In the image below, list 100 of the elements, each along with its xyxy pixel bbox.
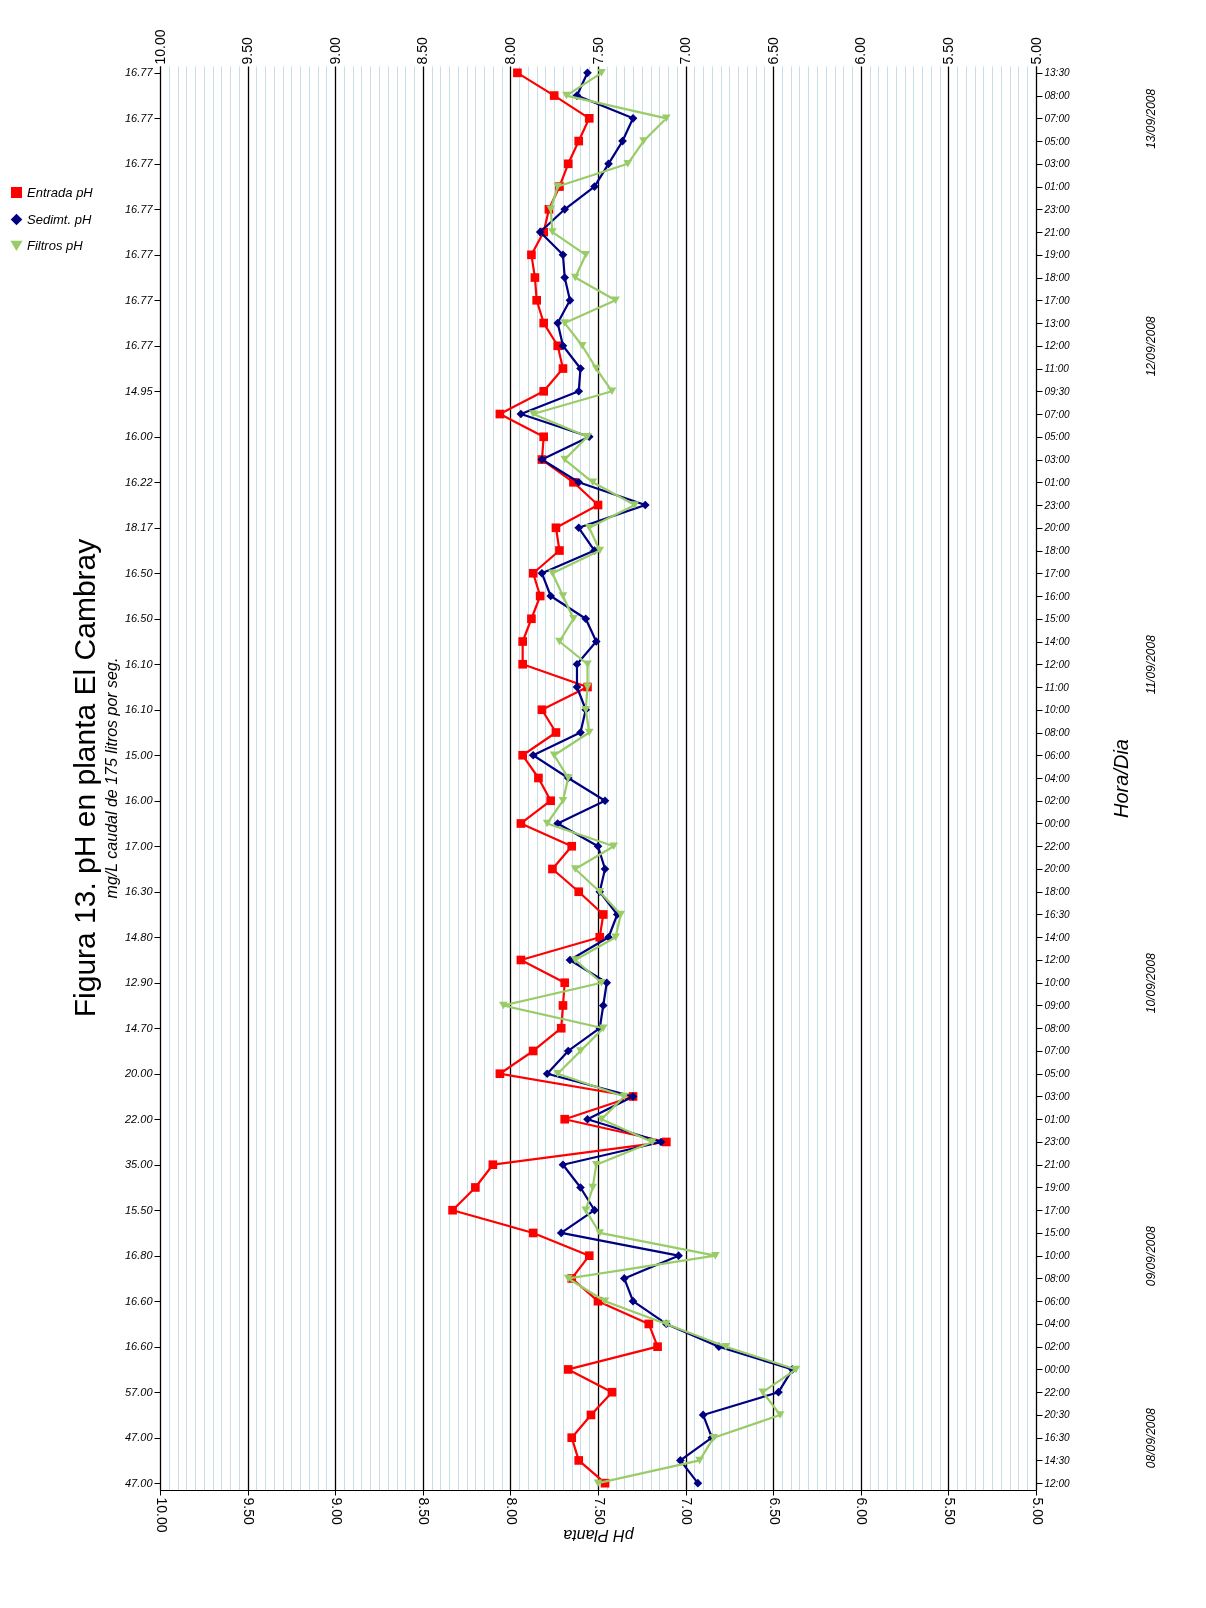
y2-tick-label: 17.00 (124, 839, 154, 852)
x2-tick-label: 6.50 (766, 1497, 783, 1525)
y-axis-title: Hora/Dia (1109, 739, 1132, 818)
y2-tick-label: 16.22 (124, 475, 153, 488)
y2-tick-label: 14.95 (124, 384, 154, 397)
y-tick-label: 10:00 (1044, 977, 1070, 989)
y2-tick-label: 57.00 (124, 1385, 154, 1398)
y-tick-label: 08:00 (1044, 727, 1070, 738)
y-tick-label: 05:00 (1044, 135, 1070, 147)
y-tick-label: 15:00 (1044, 1227, 1070, 1239)
x-tick-label: 7.00 (677, 37, 694, 65)
y-tick-label: 18:00 (1044, 886, 1070, 898)
y-tick-label: 16:30 (1044, 908, 1070, 920)
y2-tick-label: 15.50 (124, 1203, 154, 1216)
x2-tick-label: 10.00 (153, 1497, 170, 1533)
legend-label: Filtros pH (27, 237, 84, 253)
y-tick-label: 02:00 (1044, 795, 1070, 807)
text: 10/09/2008 (1143, 952, 1158, 1014)
y-tick-label: 00:00 (1044, 1363, 1070, 1375)
y-tick-label: 12:00 (1044, 954, 1070, 966)
y-tick-label: 08:00 (1044, 1272, 1070, 1284)
text: 09/09/2008 (1143, 1225, 1158, 1287)
y2-tick-label: 16.77 (124, 111, 154, 124)
text: Figura 13. pH en planta El Cambray (68, 538, 101, 1018)
y-tick-label: 04:00 (1044, 1318, 1070, 1330)
x2-tick-label: 5.50 (941, 1497, 958, 1525)
x2-tick-label: 9.00 (328, 1497, 345, 1525)
text: 08/09/2008 (1143, 1407, 1158, 1469)
x2-tick-label: 9.50 (241, 1497, 258, 1525)
y-tick-label: 03:00 (1044, 158, 1070, 170)
y2-tick-label: 16.80 (124, 1249, 154, 1262)
text: 12/09/2008 (1143, 315, 1158, 377)
y2-tick-label: 16.50 (124, 612, 154, 625)
y2-tick-label: 16.00 (124, 430, 154, 443)
y-tick-label: 08:00 (1044, 1022, 1070, 1034)
legend-label: Entrada pH (27, 184, 94, 200)
y-tick-label: 03:00 (1044, 1090, 1070, 1102)
x-tick-label: 5.50 (939, 37, 956, 65)
x2-tick-label: 7.50 (591, 1497, 608, 1525)
y-tick-label: 20:00 (1043, 863, 1070, 875)
y-tick-label: 10:00 (1044, 1250, 1070, 1262)
y-tick-label: 12:00 (1044, 340, 1070, 352)
y-tick-label: 12:00 (1044, 1477, 1070, 1489)
y-tick-label: 21:00 (1043, 1159, 1070, 1171)
y-tick-label: 21:00 (1043, 226, 1070, 238)
y-tick-label: 09:00 (1044, 999, 1070, 1011)
x-tick-label: 7.50 (589, 37, 606, 65)
y-tick-label: 23:00 (1043, 1136, 1070, 1148)
text: 11/09/2008 (1143, 634, 1158, 695)
y-tick-label: 19:00 (1044, 1181, 1070, 1193)
x-tick-label: 10.00 (151, 29, 168, 65)
y-tick-label: 14:00 (1044, 931, 1070, 943)
x-tick-label: 6.00 (852, 37, 869, 65)
y-tick-label: 22:00 (1043, 840, 1070, 852)
y2-tick-label: 18.17 (124, 521, 154, 534)
x-tick-label: 8.00 (501, 37, 518, 65)
y-tick-label: 17:00 (1044, 294, 1070, 306)
y-tick-label: 23:00 (1043, 203, 1070, 215)
y2-tick-label: 16.77 (124, 202, 154, 215)
y2-tick-label: 47.00 (124, 1476, 154, 1489)
y-tick-label: 18:00 (1044, 272, 1070, 284)
y2-tick-label: 16.10 (124, 657, 154, 670)
y-tick-label: 05:00 (1044, 431, 1070, 443)
text: mg/L caudal de 175 litros por seg. (103, 657, 120, 899)
y2-tick-label: 14.80 (124, 930, 154, 943)
y2-tick-label: 16.60 (124, 1340, 154, 1353)
y-tick-label: 11:00 (1044, 681, 1070, 693)
y2-tick-label: 16.77 (124, 339, 154, 352)
y-tick-label: 14:00 (1044, 636, 1070, 648)
x2-tick-label: 8.00 (503, 1497, 520, 1525)
y2-tick-label: 16.77 (124, 248, 154, 261)
x-axis-title: pH Planta (563, 1526, 635, 1544)
y2-tick-label: 15.00 (124, 748, 154, 761)
y-tick-label: 08:00 (1044, 90, 1070, 102)
legend-label: Sedimt. pH (27, 211, 92, 227)
y-tick-label: 19:00 (1044, 249, 1070, 261)
y-tick-label: 01:00 (1044, 476, 1070, 488)
y-tick-label: 13:00 (1044, 317, 1070, 329)
y2-tick-label: 16.77 (124, 157, 154, 170)
x-tick-label: 9.00 (326, 37, 343, 65)
y2-tick-label: 22.00 (123, 1112, 154, 1125)
x-tick-label: 5.00 (1027, 37, 1044, 65)
y-tick-label: 06:00 (1044, 1295, 1070, 1307)
y2-tick-label: 16.00 (124, 794, 154, 807)
y2-tick-label: 16.77 (124, 66, 154, 79)
x2-tick-label: 8.50 (416, 1497, 433, 1525)
y-tick-label: 17:00 (1044, 567, 1070, 579)
y-tick-label: 07:00 (1044, 112, 1070, 124)
y-tick-label: 02:00 (1044, 1341, 1070, 1353)
y-tick-label: 23:00 (1043, 499, 1070, 511)
y-tick-label: 13:30 (1044, 67, 1070, 79)
y2-tick-label: 16.50 (124, 566, 154, 579)
y-tick-label: 12:00 (1044, 658, 1070, 670)
y-tick-label: 11:00 (1044, 363, 1070, 375)
y-tick-label: 06:00 (1044, 749, 1070, 761)
y-tick-label: 09:30 (1044, 385, 1070, 397)
y2-tick-label: 47.00 (124, 1431, 154, 1444)
y2-tick-label: 16.77 (124, 293, 154, 306)
y2-tick-label: 16.30 (124, 885, 154, 898)
y2-tick-label: 35.00 (124, 1158, 154, 1171)
